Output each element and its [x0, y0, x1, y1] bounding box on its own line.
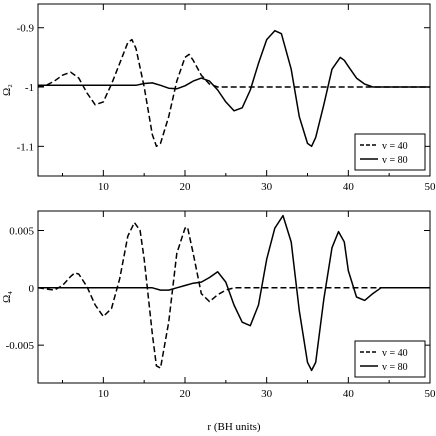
- plot-frame: [37, 210, 431, 384]
- x-tick-label: 30: [261, 181, 273, 193]
- y-tick-label: -0.005: [6, 340, 35, 352]
- x-tick-label: 10: [98, 181, 110, 193]
- series-line-v40: [37, 221, 430, 369]
- top-panel-omega2: 10 20 30 40 50 -0.9 -1 -1.1 Ω₂ v = 40 v = 80: [1, 3, 436, 193]
- series-line-v80: [38, 29, 430, 148]
- y-axis-label: Ω₄: [1, 291, 13, 303]
- bottom-panel-omega4: 10 20 30 40 50 0.005 0 -0.005 Ω₄ r (BH units) v = …: [1, 210, 436, 433]
- x-tick-label: 50: [425, 181, 436, 193]
- series-line-v80: [38, 214, 430, 372]
- x-tick-label: 40: [343, 181, 355, 193]
- legend-box: [354, 133, 426, 171]
- x-tick-label: 50: [425, 388, 436, 400]
- x-axis-label: r (BH units): [207, 421, 261, 433]
- plot-frame: [37, 3, 431, 177]
- y-tick-label: -0.9: [17, 23, 35, 35]
- legend-label: v = 40: [382, 141, 408, 152]
- legend-box: [354, 340, 426, 378]
- y-tick-label: 0.005: [9, 225, 34, 237]
- legend-label: v = 80: [382, 362, 408, 373]
- x-tick-label: 20: [180, 388, 192, 400]
- y-axis-label: Ω₂: [1, 84, 13, 96]
- x-tick-label: 40: [343, 388, 355, 400]
- y-tick-label: -1.1: [17, 141, 34, 153]
- y-tick-label: -1: [25, 82, 34, 94]
- x-tick-label: 10: [98, 388, 110, 400]
- legend-label: v = 40: [382, 348, 408, 359]
- legend-label: v = 80: [382, 155, 408, 166]
- x-tick-label: 20: [180, 181, 192, 193]
- y-tick-label: 0: [29, 283, 35, 295]
- series-line-v40: [37, 38, 430, 148]
- x-tick-label: 30: [261, 388, 273, 400]
